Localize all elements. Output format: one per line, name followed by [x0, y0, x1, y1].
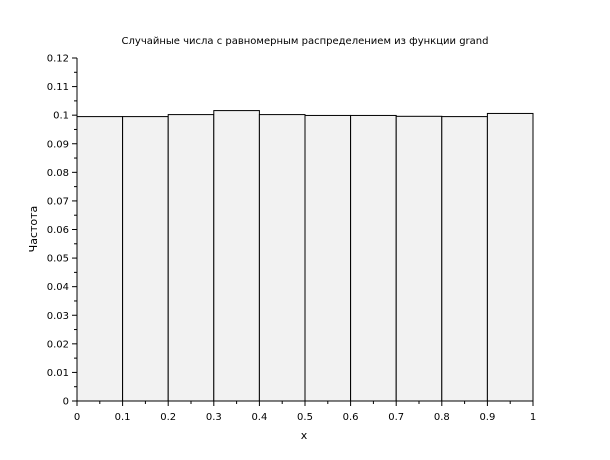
bars-group: [76, 110, 534, 402]
x-tick-label: 0.9: [479, 412, 495, 423]
x-tick-label: 0.7: [388, 412, 404, 423]
histogram-bar: [258, 114, 306, 402]
y-tick-label: 0.08: [47, 168, 69, 179]
x-tick-label: 0.4: [251, 412, 267, 423]
y-tick-label: 0.01: [47, 368, 69, 379]
x-axis-label: x: [301, 429, 308, 442]
y-tick-label: 0.07: [47, 196, 69, 207]
histogram-bar: [486, 112, 534, 402]
axes-group: 0 0.1 0.2 0.3 0.4 0.5 0.6 0.7 0.8 0.9 1 0 0.01 0.02 0.…: [47, 54, 536, 424]
histogram-bar: [350, 114, 397, 402]
x-tick-label: 0.3: [206, 412, 222, 423]
y-tick-label: 0: [63, 397, 69, 408]
histogram-bar: [213, 110, 260, 402]
histogram-bar: [76, 116, 124, 402]
x-tick-label: 0.6: [343, 412, 359, 423]
x-tick-label: 0.1: [115, 412, 131, 423]
chart-title: Случайные числа с равномерным распределе…: [122, 36, 489, 47]
y-tick-label: 0.02: [47, 339, 69, 350]
x-tick-label: 0: [74, 412, 80, 423]
x-tick-label: 0.5: [297, 412, 313, 423]
histogram-bar: [304, 114, 352, 402]
y-tick-label: 0.12: [47, 54, 69, 65]
y-tick-label: 0.06: [47, 225, 69, 236]
y-tick-label: 0.04: [47, 282, 69, 293]
histogram-bar: [395, 115, 443, 402]
y-tick-label: 0.03: [47, 311, 69, 322]
y-tick-label: 0.05: [47, 254, 69, 265]
x-tick-label: 0.2: [160, 412, 176, 423]
x-tick-label: 0.8: [434, 412, 450, 423]
histogram-bar: [122, 116, 169, 402]
y-tick-label: 0.11: [47, 82, 69, 93]
histogram-bar: [167, 114, 215, 402]
y-tick-label: 0.09: [47, 139, 69, 150]
histogram-bar: [441, 116, 488, 402]
x-tick-label: 1: [530, 412, 536, 423]
y-axis-label: Частота: [27, 206, 40, 253]
y-tick-label: 0.1: [53, 111, 69, 122]
